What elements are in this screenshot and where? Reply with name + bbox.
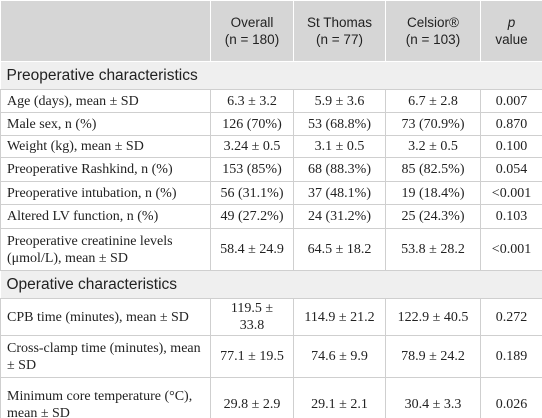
value-cell: 68 (88.3%) [293,157,386,182]
body-row: Weight (kg), mean ± SD 3.24 ± 0.5 3.1 ± 0.… [0,135,542,158]
p-value: 0.870 [480,112,542,136]
value-cell: 37 (48.1%) [293,181,386,205]
p-value: 0.100 [480,135,542,158]
body-row: Preoperative creatinine levels (μmol/L),… [0,228,542,271]
value-cell: 25 (24.3%) [385,204,481,229]
value-cell: 77.1 ± 19.5 [210,335,294,378]
header-text: (n = 180) [224,32,280,47]
body-row: Preoperative intubation, n (%) 56 (31.1%)… [0,181,542,205]
header-text: (n = 77) [316,32,363,47]
row-label: Altered LV function, n (%) [0,204,211,229]
value-cell: 73 (70.9%) [385,112,481,136]
row-label: Age (days), mean ± SD [0,89,211,113]
section-row: Operative characteristics [0,270,542,299]
body-row: Cross-clamp time (minutes), mean ± SD 77.… [0,335,542,378]
value-cell: 126 (70%) [210,112,294,136]
header-cell: Overall (n = 180) [210,0,294,62]
value-cell: 58.4 ± 24.9 [210,228,294,271]
value-cell: 49 (27.2%) [210,204,294,229]
body-row: Male sex, n (%) 126 (70%) 53 (68.8%) 73 (70… [0,112,542,136]
value-cell: 3.2 ± 0.5 [385,135,481,158]
row-label: Cross-clamp time (minutes), mean ± SD [0,335,211,378]
body-row: CPB time (minutes), mean ± SD 119.5 ± 33.… [0,298,542,336]
header-cell: St Thomas (n = 77) [293,0,386,62]
section-title: Preoperative characteristics [0,61,542,90]
section-row: Preoperative characteristics [0,61,542,90]
value-cell: 30.4 ± 3.3 [385,377,481,418]
section-title: Operative characteristics [0,270,542,299]
value-cell: 119.5 ± 33.8 [210,298,294,336]
value-cell: 3.24 ± 0.5 [210,135,294,158]
header-text: p [507,15,516,30]
header-text: (n = 103) [405,32,461,47]
row-label: Preoperative creatinine levels (μmol/L),… [0,228,211,271]
header-cell [0,0,211,62]
value-cell: 29.8 ± 2.9 [210,377,294,418]
value-cell: 29.1 ± 2.1 [293,377,386,418]
header-text: Overall [230,15,274,30]
p-value: 0.272 [480,298,542,336]
p-value: <0.001 [480,181,542,205]
value-cell: 85 (82.5%) [385,157,481,182]
row-label: Male sex, n (%) [0,112,211,136]
header-cell: p value [480,0,542,62]
value-cell: 6.7 ± 2.8 [385,89,481,113]
row-label: Preoperative Rashkind, n (%) [0,157,211,182]
body-row: Age (days), mean ± SD 6.3 ± 3.2 5.9 ± 3.6 6… [0,89,542,113]
value-cell: 74.6 ± 9.9 [293,335,386,378]
p-value: <0.001 [480,228,542,271]
body-row: Minimum core temperature (°C), mean ± SD… [0,377,542,418]
p-value: 0.007 [480,89,542,113]
value-cell: 53 (68.8%) [293,112,386,136]
value-cell: 114.9 ± 21.2 [293,298,386,336]
value-cell: 24 (31.2%) [293,204,386,229]
value-cell: 53.8 ± 28.2 [385,228,481,271]
row-label: CPB time (minutes), mean ± SD [0,298,211,336]
p-value: 0.189 [480,335,542,378]
value-cell: 122.9 ± 40.5 [385,298,481,336]
body-row: Altered LV function, n (%) 49 (27.2%) 24 (… [0,204,542,229]
row-label: Preoperative intubation, n (%) [0,181,211,205]
row-label: Weight (kg), mean ± SD [0,135,211,158]
header-row: Overall (n = 180) St Thomas (n = 77) Celsior… [0,0,542,62]
header-text: value [495,32,528,47]
body-row: Preoperative Rashkind, n (%) 153 (85%) 68 … [0,157,542,182]
value-cell: 19 (18.4%) [385,181,481,205]
p-value: 0.054 [480,157,542,182]
value-cell: 78.9 ± 24.2 [385,335,481,378]
value-cell: 56 (31.1%) [210,181,294,205]
value-cell: 64.5 ± 18.2 [293,228,386,271]
header-cell: Celsior® (n = 103) [385,0,481,62]
value-cell: 6.3 ± 3.2 [210,89,294,113]
p-value: 0.103 [480,204,542,229]
header-text: Celsior® [407,15,459,30]
value-cell: 153 (85%) [210,157,294,182]
value-cell: 5.9 ± 3.6 [293,89,386,113]
header-text: St Thomas [306,15,373,30]
p-value: 0.026 [480,377,542,418]
row-label: Minimum core temperature (°C), mean ± SD [0,377,211,418]
value-cell: 3.1 ± 0.5 [293,135,386,158]
